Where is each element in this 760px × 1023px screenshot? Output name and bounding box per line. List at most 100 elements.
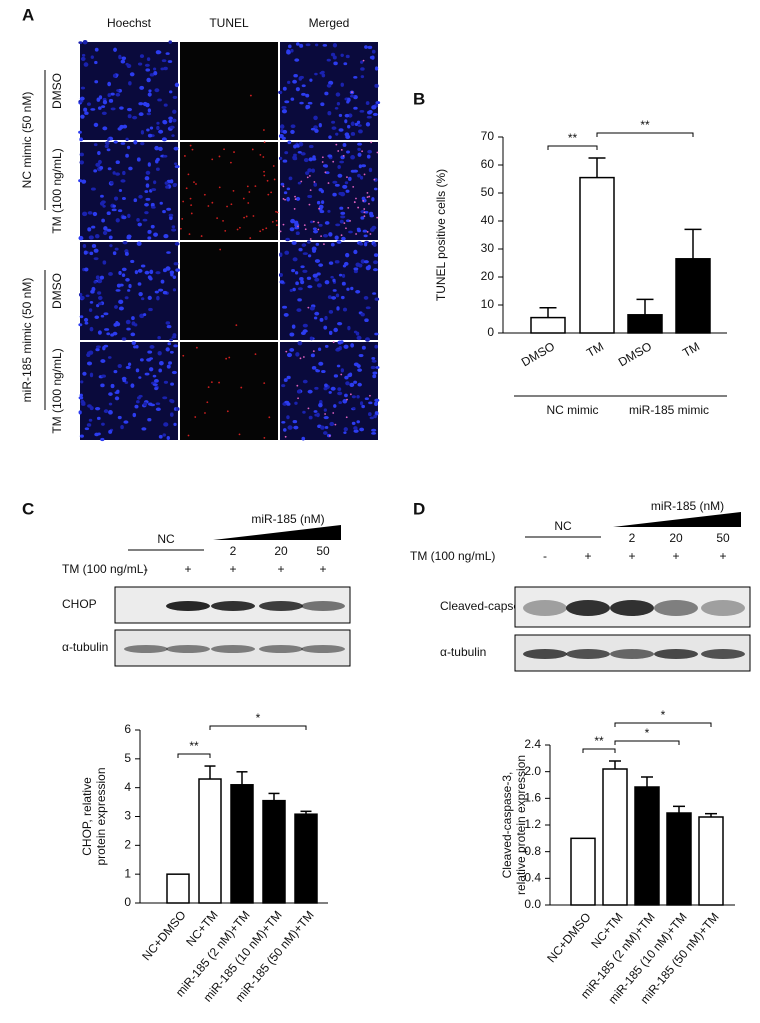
nucleus	[145, 170, 151, 175]
nucleus	[137, 222, 142, 227]
nucleus	[330, 386, 336, 391]
nucleus	[308, 415, 313, 420]
tunel-dot	[223, 148, 225, 151]
nucleus	[107, 93, 112, 98]
nucleus	[326, 83, 332, 88]
nucleus	[323, 325, 328, 330]
nucleus	[307, 194, 313, 199]
tunel-dot	[275, 210, 277, 213]
nucleus	[118, 270, 122, 275]
tunel-dot	[363, 173, 366, 176]
group-label: NC mimic	[547, 403, 599, 417]
nucleus	[147, 162, 151, 167]
tunel-dot	[182, 200, 185, 203]
significance-label: *	[661, 708, 666, 722]
tunel-dot	[249, 94, 252, 97]
tunel-dot	[181, 217, 184, 220]
nucleus	[163, 234, 169, 239]
nucleus	[283, 378, 288, 383]
tunel-dot	[313, 181, 316, 183]
tunel-dot	[308, 174, 311, 177]
tunel-dot	[259, 230, 262, 233]
tunel-dot	[219, 248, 222, 251]
nucleus	[158, 434, 163, 439]
nucleus	[165, 266, 171, 271]
nucleus	[361, 196, 366, 201]
nucleus	[141, 427, 147, 431]
nucleus	[347, 124, 351, 129]
nucleus	[158, 288, 164, 292]
nucleus	[328, 390, 332, 394]
nucleus	[359, 401, 364, 406]
nucleus	[297, 181, 302, 185]
tunel-dot	[349, 219, 351, 222]
nucleus	[102, 99, 108, 105]
tunel-dot	[188, 233, 191, 236]
nucleus	[101, 374, 106, 378]
bar	[262, 799, 286, 904]
tunel-dot	[297, 397, 299, 400]
nucleus	[319, 317, 324, 322]
nucleus	[302, 323, 308, 328]
nucleus	[343, 427, 348, 432]
nucleus	[102, 345, 106, 351]
band	[211, 601, 255, 611]
nucleus	[288, 44, 292, 49]
nucleus	[303, 158, 309, 163]
nucleus	[134, 404, 139, 409]
nucleus	[334, 183, 340, 187]
nucleus	[367, 149, 372, 154]
nucleus	[88, 418, 93, 422]
tm-sign: +	[584, 549, 591, 563]
nucleus	[89, 301, 94, 304]
tunel-dot	[332, 160, 335, 163]
nucleus	[93, 257, 99, 261]
nucleus	[340, 340, 344, 344]
nucleus	[113, 140, 118, 144]
nucleus	[334, 106, 339, 110]
tunel-dot	[206, 401, 209, 404]
tunel-dot	[279, 230, 282, 233]
nucleus	[86, 361, 93, 366]
y-tick-label: 0.0	[524, 897, 541, 911]
nucleus	[327, 209, 331, 213]
nucleus	[87, 404, 92, 408]
nucleus	[166, 364, 171, 369]
bar	[294, 813, 318, 904]
nucleus	[345, 252, 350, 258]
tunel-dot	[191, 148, 194, 151]
nucleus	[279, 280, 285, 284]
nucleus	[361, 404, 366, 409]
nucleus	[126, 234, 132, 239]
nucleus	[320, 70, 325, 74]
nucleus	[162, 433, 167, 437]
nucleus	[320, 189, 324, 194]
nucleus	[322, 233, 329, 238]
nucleus	[352, 169, 359, 173]
tunel-dot	[363, 211, 366, 214]
nucleus	[312, 273, 318, 278]
nucleus	[173, 422, 177, 427]
dose-label: 2	[230, 544, 237, 558]
nucleus	[78, 41, 83, 44]
nucleus	[342, 142, 347, 147]
nucleus	[351, 421, 356, 425]
nucleus	[374, 297, 380, 301]
nucleus	[131, 321, 136, 326]
nucleus	[371, 359, 377, 363]
nucleus	[95, 347, 100, 352]
tunel-dot	[230, 203, 233, 206]
nucleus	[97, 295, 103, 301]
panel-label: B	[413, 89, 425, 108]
nucleus	[344, 375, 349, 380]
nucleus	[293, 73, 298, 78]
tunel-dot	[345, 227, 347, 230]
nucleus	[329, 421, 335, 427]
panel-label: A	[22, 5, 34, 24]
tunel-dot	[204, 412, 206, 414]
nucleus	[328, 310, 334, 314]
tunel-dot	[187, 173, 190, 176]
nucleus	[355, 331, 360, 336]
nucleus	[165, 185, 169, 189]
nucleus	[297, 298, 302, 302]
